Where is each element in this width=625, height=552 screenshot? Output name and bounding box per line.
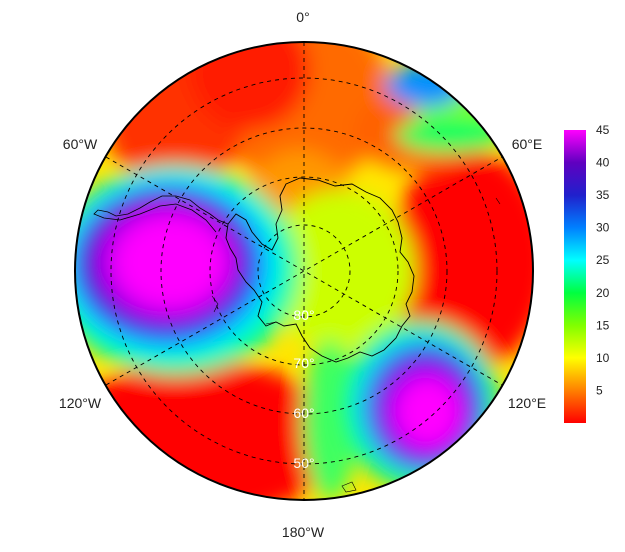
colorbar-tick-label: 45 bbox=[596, 123, 610, 137]
lat-label-80: 80° bbox=[293, 307, 314, 323]
colorbar-tick-label: 40 bbox=[596, 156, 610, 170]
field-magenta-southeast bbox=[396, 378, 460, 446]
lon-label-120e: 120°E bbox=[508, 395, 546, 411]
colorbar-tick-label: 20 bbox=[596, 286, 610, 300]
colorbar-tick-label: 5 bbox=[596, 383, 603, 397]
lat-circle-50 bbox=[110, 77, 498, 465]
lon-label-180w: 180°W bbox=[282, 524, 325, 540]
colorbar-ticks: 45 40 35 30 25 20 15 10 5 bbox=[596, 123, 610, 397]
field-blue-northeast bbox=[385, 63, 465, 107]
coastline-peninsula bbox=[93, 195, 229, 233]
data-field bbox=[75, 42, 533, 500]
field-yellowgreen-center bbox=[265, 190, 415, 350]
colorbar-tick-label: 25 bbox=[596, 253, 610, 267]
field-red-south bbox=[75, 360, 340, 500]
coastline-islands bbox=[211, 197, 501, 493]
lon-label-120w: 120°W bbox=[59, 395, 102, 411]
colorbar: 45 40 35 30 25 20 15 10 5 bbox=[564, 123, 610, 423]
lon-label-60e: 60°E bbox=[512, 136, 543, 152]
field-magenta-west bbox=[115, 217, 225, 307]
lon-label-60w: 60°W bbox=[63, 136, 98, 152]
colorbar-tick-label: 30 bbox=[596, 221, 610, 235]
field-red-east bbox=[390, 150, 533, 370]
colorbar-bar bbox=[564, 130, 586, 423]
lon-label-0: 0° bbox=[296, 9, 309, 25]
map-border bbox=[74, 41, 534, 501]
coastline-antarctica bbox=[225, 177, 415, 363]
lat-label-60: 60° bbox=[293, 405, 314, 421]
colorbar-tick-label: 10 bbox=[596, 351, 610, 365]
lat-label-70: 70° bbox=[293, 355, 314, 371]
field-red-top bbox=[190, 42, 310, 130]
lat-label-50: 50° bbox=[293, 455, 314, 471]
colorbar-tick-label: 35 bbox=[596, 188, 610, 202]
field-green-band bbox=[395, 117, 505, 153]
colorbar-tick-label: 15 bbox=[596, 318, 610, 332]
graticule bbox=[105, 42, 503, 500]
